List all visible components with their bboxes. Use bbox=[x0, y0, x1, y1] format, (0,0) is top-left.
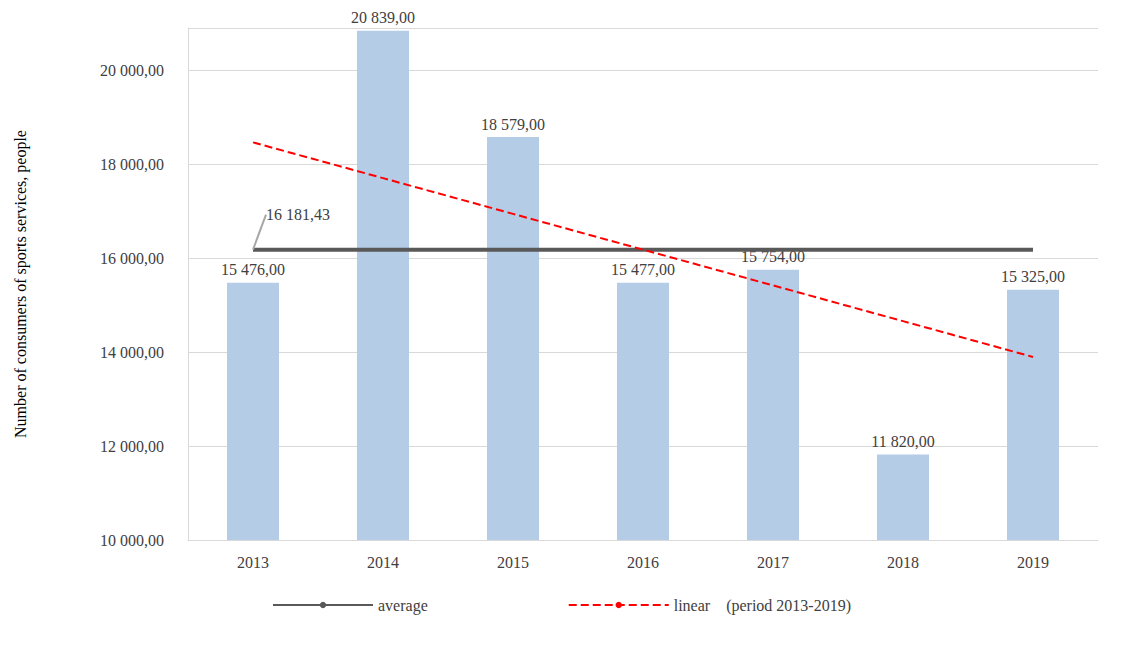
svg-text:20 839,00: 20 839,00 bbox=[351, 9, 415, 26]
svg-text:average: average bbox=[378, 597, 428, 615]
svg-text:2015: 2015 bbox=[497, 554, 529, 571]
svg-text:Number of consumers of sports: Number of consumers of sports services, … bbox=[12, 130, 30, 438]
svg-text:11 820,00: 11 820,00 bbox=[871, 433, 934, 450]
svg-text:2017: 2017 bbox=[757, 554, 789, 571]
svg-text:12 000,00: 12 000,00 bbox=[100, 438, 164, 455]
svg-text:16 181,43: 16 181,43 bbox=[266, 206, 330, 223]
svg-text:2013: 2013 bbox=[237, 554, 269, 571]
svg-text:10 000,00: 10 000,00 bbox=[100, 532, 164, 549]
svg-text:2014: 2014 bbox=[367, 554, 399, 571]
svg-text:20 000,00: 20 000,00 bbox=[100, 62, 164, 79]
svg-text:2018: 2018 bbox=[887, 554, 919, 571]
svg-text:18 579,00: 18 579,00 bbox=[481, 116, 545, 133]
svg-text:15 477,00: 15 477,00 bbox=[611, 261, 675, 278]
svg-text:2019: 2019 bbox=[1017, 554, 1049, 571]
svg-text:15 476,00: 15 476,00 bbox=[221, 261, 285, 278]
svg-text:2016: 2016 bbox=[627, 554, 659, 571]
svg-text:linear (period 2013-2019): linear (period 2013-2019) bbox=[674, 597, 851, 615]
svg-text:16 000,00: 16 000,00 bbox=[100, 250, 164, 267]
svg-text:15 754,00: 15 754,00 bbox=[741, 248, 805, 266]
svg-text:18 000,00: 18 000,00 bbox=[100, 156, 164, 173]
svg-text:14 000,00: 14 000,00 bbox=[100, 344, 164, 361]
svg-text:15 325,00: 15 325,00 bbox=[1001, 268, 1065, 285]
